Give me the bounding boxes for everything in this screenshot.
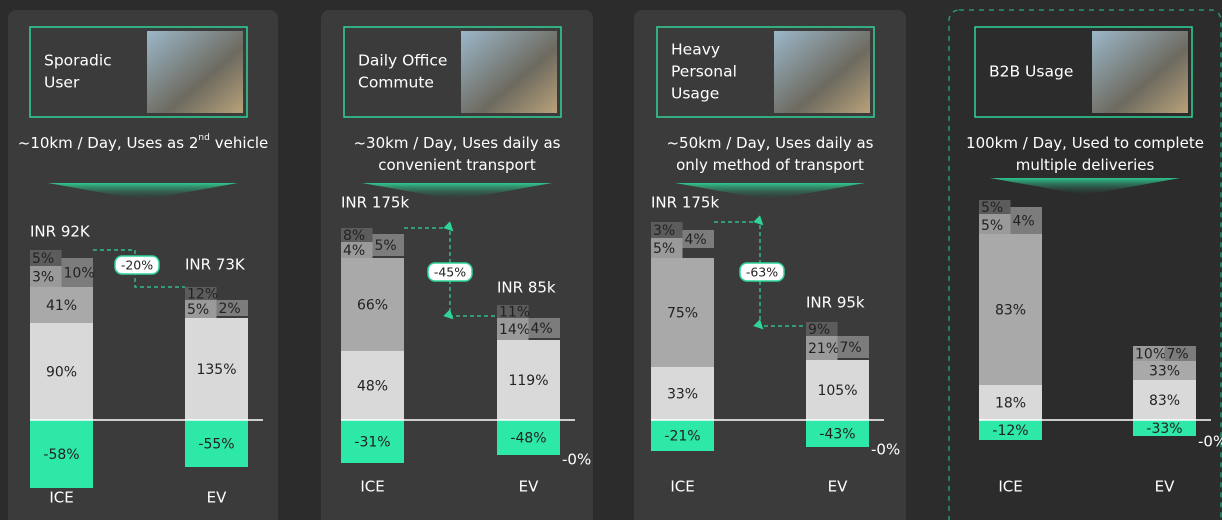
subtitle: ~30km / Day, Uses daily as <box>353 134 560 152</box>
x-label: ICE <box>360 478 384 496</box>
segment-label: 5% <box>187 302 209 318</box>
segment-label: -31% <box>354 435 390 451</box>
segment-label: 41% <box>46 298 77 314</box>
segment-label: 4% <box>1013 214 1035 230</box>
panel-title: Personal <box>671 63 737 81</box>
subtitle-sup: nd <box>198 133 209 143</box>
panel-title: Usage <box>671 85 719 103</box>
segment-label: 66% <box>357 298 388 314</box>
segment-label: 7% <box>840 340 862 356</box>
segment-label: 10% <box>64 266 95 282</box>
thumbnail <box>1092 31 1188 113</box>
segment-label: 10% <box>1135 347 1166 363</box>
offset-label: -0% <box>562 451 591 469</box>
total-label: INR 175k <box>341 194 409 212</box>
x-label: ICE <box>998 478 1022 496</box>
offset-label: -0% <box>871 441 900 459</box>
segment-label: -58% <box>43 447 79 463</box>
segment-label: 4% <box>531 321 553 337</box>
segment-label: 8% <box>343 228 365 244</box>
segment-label: -43% <box>819 427 855 443</box>
segment-label: 33% <box>667 387 698 403</box>
segment-label: 119% <box>508 373 548 389</box>
segment-label: 9% <box>808 322 830 338</box>
segment-label: 4% <box>685 232 707 248</box>
thumbnail <box>147 31 243 113</box>
subtitle-text: ~30km / Day, Uses daily as <box>353 134 560 152</box>
panel-title: Sporadic <box>44 52 112 70</box>
total-label: INR 92K <box>30 223 91 241</box>
x-label: EV <box>1155 478 1175 496</box>
subtitle: convenient transport <box>378 156 536 174</box>
infographic: Sporadic User ~10km / Day, Uses as 2ndvehi… <box>0 0 1222 520</box>
segment-label: 18% <box>995 396 1026 412</box>
subtitle-text: convenient transport <box>378 156 536 174</box>
total-label: INR 85k <box>497 279 556 297</box>
subtitle: only method of transport <box>676 156 864 174</box>
subtitle-text: 100km / Day, Used to complete <box>966 134 1204 152</box>
segment-label: 3% <box>653 223 675 239</box>
change-label: -20% <box>121 258 153 273</box>
segment-label: 4% <box>343 243 365 259</box>
segment-label: 90% <box>46 365 77 381</box>
segment-label: 135% <box>196 362 236 378</box>
change-label: -63% <box>746 265 778 280</box>
panel-title: Daily Office <box>358 52 447 70</box>
subtitle: ~10km / Day, Uses as 2nd vehicle <box>18 133 268 152</box>
x-label: ICE <box>670 478 694 496</box>
segment-label: -55% <box>198 437 234 453</box>
subtitle: 100km / Day, Used to complete <box>966 134 1204 152</box>
segment-label: -12% <box>992 423 1028 439</box>
x-label: EV <box>519 478 539 496</box>
panel-title: Commute <box>358 74 434 92</box>
x-label: EV <box>207 489 227 507</box>
highlight-triangle <box>990 178 1180 195</box>
segment-label: 5% <box>981 218 1003 234</box>
segment-label: 21% <box>808 341 839 357</box>
segment-label: 75% <box>667 306 698 322</box>
segment-label: 5% <box>375 238 397 254</box>
subtitle: ~50km / Day, Uses daily as <box>666 134 873 152</box>
segment-label: 5% <box>653 241 675 257</box>
thumbnail <box>774 31 870 113</box>
change-label: -45% <box>434 265 466 280</box>
subtitle-text: ~10km / Day, Uses as 2 <box>18 134 199 152</box>
segment-label: 83% <box>995 303 1026 319</box>
x-label: ICE <box>49 489 73 507</box>
panel-title: Heavy <box>671 41 720 59</box>
subtitle: multiple deliveries <box>1016 156 1155 174</box>
segment-label: 3% <box>32 270 54 286</box>
segment-label: 83% <box>1149 393 1180 409</box>
segment-label: 48% <box>357 379 388 395</box>
x-label: EV <box>828 478 848 496</box>
segment-label: 7% <box>1167 347 1189 363</box>
segment-label: 105% <box>817 383 857 399</box>
panel-title: B2B Usage <box>989 63 1073 81</box>
subtitle-text: multiple deliveries <box>1016 156 1155 174</box>
offset-label: -0% <box>1198 433 1222 451</box>
segment-label: 2% <box>219 301 241 317</box>
subtitle-text: vehicle <box>215 134 268 152</box>
total-label: INR 95k <box>806 294 865 312</box>
segment-label: -48% <box>510 431 546 447</box>
segment-label: 5% <box>32 251 54 267</box>
subtitle-text: ~50km / Day, Uses daily as <box>666 134 873 152</box>
panel-title: User <box>44 74 80 92</box>
thumbnail <box>461 31 557 113</box>
total-label: INR 175k <box>651 194 719 212</box>
total-label: INR 73K <box>185 256 246 274</box>
segment-label: 14% <box>499 322 530 338</box>
segment-label: -21% <box>664 429 700 445</box>
segment-label: 33% <box>1149 364 1180 380</box>
segment-label: 5% <box>981 200 1003 216</box>
subtitle-text: only method of transport <box>676 156 864 174</box>
segment-label: -33% <box>1146 421 1182 437</box>
